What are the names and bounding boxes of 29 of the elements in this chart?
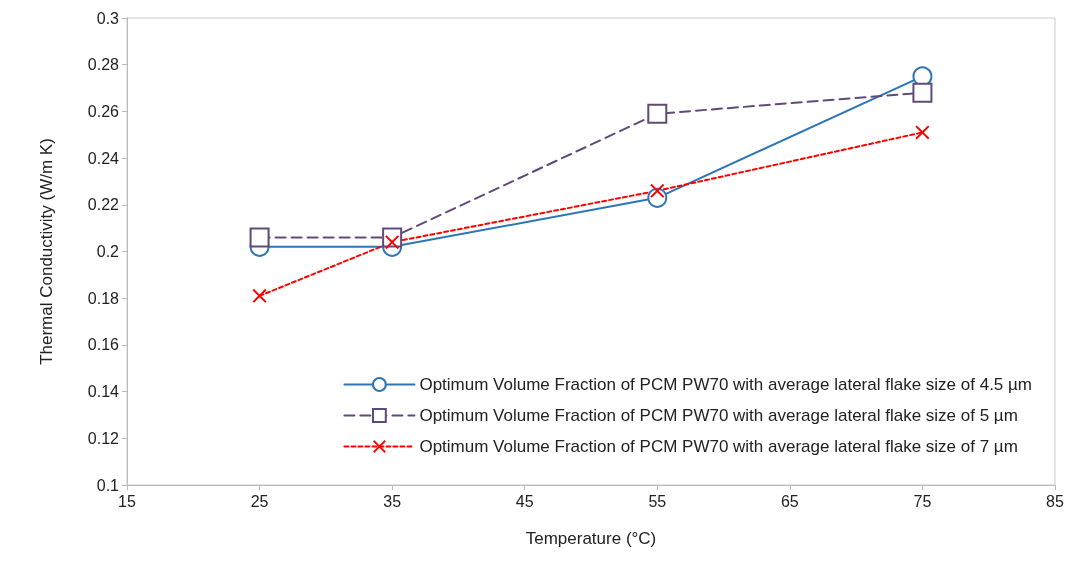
point (249, 227, 270, 248)
y-tick-label: 0.2 (96, 243, 120, 260)
y-tick-label: 0.26 (87, 102, 120, 120)
point (915, 125, 930, 140)
x-tick-label: 85 (1046, 492, 1064, 510)
x-tick-label: 55 (648, 492, 667, 510)
y-tick-label: 0.22 (87, 196, 120, 214)
y-axis-title: Thermal Conductivity (W/m K) (37, 138, 56, 365)
point (252, 288, 267, 303)
y-tick-label: 0.18 (87, 289, 120, 307)
y-tick-label: 0.16 (87, 336, 120, 354)
y-tick-label: 0.14 (87, 383, 120, 401)
y-tick-label: 0.1 (96, 476, 120, 494)
y-tick-label: 0.24 (87, 149, 120, 167)
y-tick-label: 0.12 (87, 429, 120, 447)
legend-label: Optimum Volume Fraction of PCM PW70 with average lateral flake size of 5 µm (419, 406, 1018, 425)
legend-label: Optimum Volume Fraction of PCM PW70 with average lateral flake size of 4.5 µm (419, 375, 1032, 394)
y-tick-label: 0.3 (96, 9, 120, 27)
point (647, 103, 668, 124)
x-tick-label: 15 (118, 492, 136, 510)
y-tick-label: 0.28 (87, 56, 120, 74)
x-tick-label: 25 (250, 492, 269, 510)
point (912, 82, 933, 103)
x-tick-label: 35 (383, 492, 402, 510)
x-axis-title: Temperature (°C) (525, 529, 657, 548)
legend-label: Optimum Volume Fraction of PCM PW70 with average lateral flake size of 7 µm (419, 437, 1018, 456)
x-tick-label: 45 (515, 492, 534, 510)
x-tick-label: 65 (780, 492, 799, 510)
x-tick-label: 75 (913, 492, 932, 510)
